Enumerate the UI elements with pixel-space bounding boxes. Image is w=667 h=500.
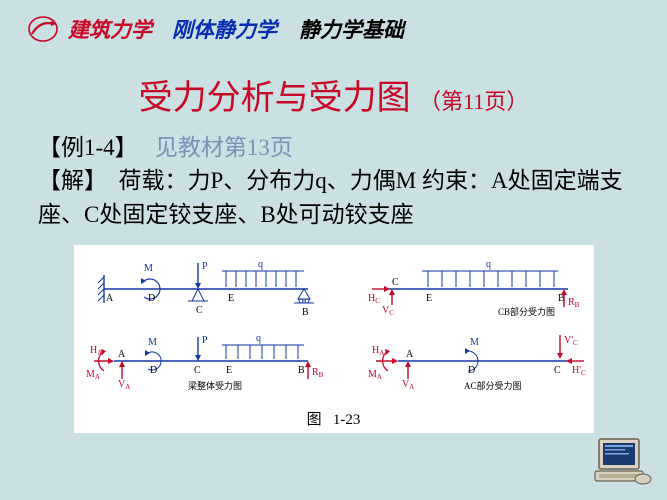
- solution-text: 荷载：力P、分布力q、力偶M 约束：A处固定端支座、C处固定铰支座、B处可动铰支…: [38, 168, 623, 226]
- solution-line: 【解】 荷载：力P、分布力q、力偶M 约束：A处固定端支座、C处固定铰支座、B处…: [38, 164, 629, 231]
- svg-text:RB: RB: [312, 367, 324, 379]
- svg-text:A: A: [118, 349, 126, 360]
- svg-text:B: B: [298, 365, 305, 376]
- svg-text:E: E: [426, 293, 432, 304]
- svg-text:M: M: [148, 337, 157, 348]
- svg-text:E: E: [228, 293, 234, 304]
- svg-text:C: C: [392, 277, 399, 288]
- svg-text:q: q: [256, 333, 261, 344]
- svg-text:HC: HC: [368, 293, 380, 305]
- svg-text:RB: RB: [568, 297, 580, 309]
- header-bar: 建筑力学 刚体静力学 静力学基础: [0, 0, 667, 52]
- svg-text:C: C: [554, 365, 561, 376]
- svg-text:C: C: [196, 305, 203, 316]
- page-title: 受力分析与受力图 （第11页）: [0, 70, 667, 119]
- caption-number: 1-23: [333, 412, 361, 428]
- svg-text:H'C: H'C: [572, 365, 586, 377]
- svg-text:M: M: [470, 337, 479, 348]
- cb-caption: CB部分受力图: [498, 306, 555, 317]
- logo: [28, 16, 58, 42]
- svg-text:D: D: [150, 365, 157, 376]
- svg-text:M: M: [144, 263, 153, 274]
- svg-text:B: B: [302, 307, 309, 318]
- svg-text:P: P: [202, 261, 208, 272]
- title-main: 受力分析与受力图: [139, 80, 411, 117]
- svg-text:D: D: [468, 365, 475, 376]
- svg-text:E: E: [226, 365, 232, 376]
- svg-text:A: A: [106, 293, 114, 304]
- mechanics-diagrams: M P q A D C E B: [78, 251, 590, 401]
- caption-prefix: 图: [307, 412, 322, 428]
- example-number: 【例1-4】: [38, 135, 138, 160]
- svg-text:HA: HA: [372, 345, 384, 357]
- header-subject-blue: 刚体静力学: [172, 14, 277, 44]
- header-subject-black: 静力学基础: [299, 14, 404, 44]
- content-body: 【例1-4】 见教材第13页 【解】 荷载：力P、分布力q、力偶M 约束：A处固…: [0, 119, 667, 231]
- svg-text:MA: MA: [86, 369, 100, 381]
- computer-icon: [593, 435, 653, 492]
- header-subject-red: 建筑力学: [68, 14, 152, 44]
- reference-text: 见教材第13页: [155, 135, 293, 160]
- example-line: 【例1-4】 见教材第13页: [38, 131, 629, 164]
- svg-text:VA: VA: [118, 379, 130, 391]
- svg-text:V'C: V'C: [564, 335, 578, 347]
- svg-text:q: q: [258, 259, 263, 270]
- svg-text:VC: VC: [382, 305, 394, 317]
- svg-text:AC部分受力图: AC部分受力图: [464, 380, 522, 391]
- svg-text:P: P: [202, 335, 208, 346]
- solution-label: 【解】: [38, 168, 107, 193]
- figure-caption: 图 1-23: [78, 406, 590, 431]
- svg-text:D: D: [148, 293, 155, 304]
- svg-text:q: q: [486, 259, 491, 270]
- figure-container: M P q A D C E B: [74, 245, 594, 433]
- title-sub: （第11页）: [419, 89, 528, 114]
- svg-text:A: A: [406, 349, 414, 360]
- svg-text:梁整体受力图: 梁整体受力图: [188, 380, 242, 391]
- svg-text:VA: VA: [402, 379, 414, 391]
- svg-text:MA: MA: [368, 369, 382, 381]
- svg-text:C: C: [194, 365, 201, 376]
